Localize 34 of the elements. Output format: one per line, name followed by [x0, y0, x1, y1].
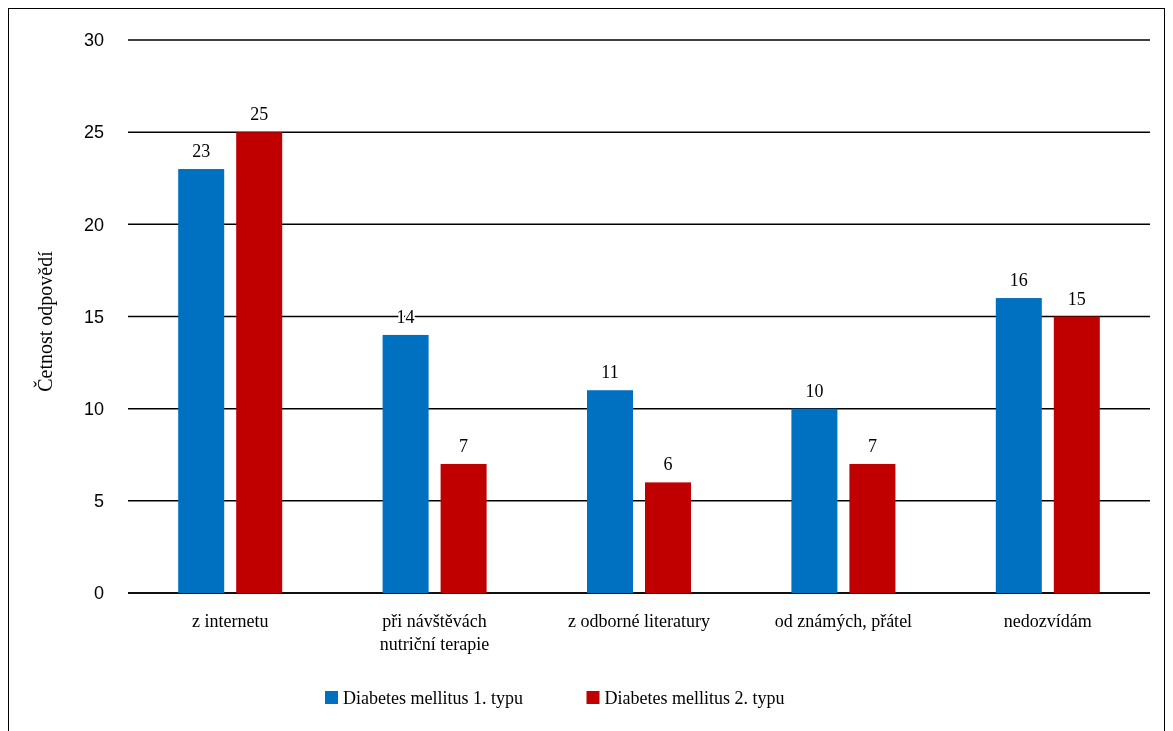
x-tick-label: nedozvídám — [1003, 611, 1092, 631]
y-tick-label: 10 — [83, 398, 104, 419]
x-tick-label: z odborné literatury — [568, 611, 710, 631]
bar — [382, 334, 429, 593]
bar — [849, 463, 896, 593]
bar — [645, 482, 691, 593]
y-tick-label: 30 — [83, 30, 104, 51]
x-tick-label: při návštěvách nutriční terapie — [379, 611, 490, 654]
y-tick-label: 25 — [83, 122, 104, 143]
legend-label: Diabetes mellitus 2. typu — [604, 688, 785, 709]
data-label: 7 — [459, 435, 469, 456]
y-tick-label: 5 — [93, 491, 104, 512]
data-label: 6 — [663, 454, 673, 475]
bar — [440, 463, 487, 593]
bar — [178, 169, 225, 593]
data-label: 10 — [805, 380, 824, 401]
data-label: 7 — [867, 435, 877, 456]
bar — [995, 298, 1042, 593]
data-label: 25 — [250, 104, 269, 125]
data-label: 15 — [1067, 288, 1086, 309]
y-tick-label: 0 — [93, 583, 104, 604]
bar — [236, 132, 283, 593]
bar — [791, 408, 838, 593]
y-axis-title: Četnost odpovědí — [33, 250, 57, 392]
data-label: 11 — [601, 362, 619, 383]
y-tick-label: 15 — [83, 306, 104, 327]
x-tick-label: od známých, přátel — [774, 611, 913, 631]
x-tick-label: z internetu — [191, 611, 269, 631]
legend-label: Diabetes mellitus 1. typu — [343, 688, 523, 709]
y-tick-label: 20 — [83, 214, 104, 235]
data-label: 23 — [192, 141, 211, 162]
data-label: 16 — [1009, 270, 1028, 291]
bar — [587, 390, 633, 593]
bar — [1053, 316, 1100, 593]
